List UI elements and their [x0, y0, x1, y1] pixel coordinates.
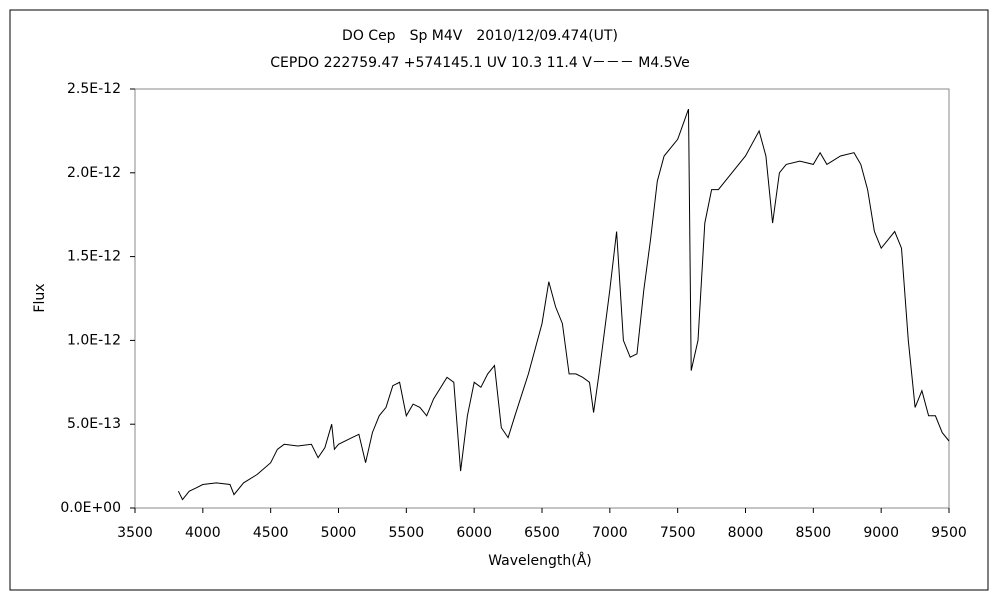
spectrum-line	[177, 108, 950, 501]
x-tick-label: 4500	[253, 525, 289, 541]
x-tick-label: 9000	[863, 525, 899, 541]
y-tick-label: 1.0E-12	[67, 332, 121, 348]
x-tick-label: 3500	[117, 525, 153, 541]
y-tick-label: 5.0E-13	[67, 416, 121, 432]
chart-title: DO Cep Sp M4V 2010/12/09.474(UT)	[342, 28, 618, 44]
x-tick-label: 6500	[524, 525, 560, 541]
plot-area	[134, 88, 950, 509]
x-tick-label: 7000	[592, 525, 628, 541]
y-tick-label: 2.5E-12	[67, 81, 121, 97]
chart-frame	[9, 9, 989, 591]
x-tick-label: 6000	[456, 525, 492, 541]
x-tick-label: 8000	[728, 525, 764, 541]
chart-subtitle: CEPDO 222759.47 +574145.1 UV 10.3 11.4 V…	[270, 55, 689, 71]
x-tick-label: 7500	[660, 525, 696, 541]
x-axis-label: Wavelength(Å)	[488, 552, 592, 569]
x-tick-label: 5000	[321, 525, 357, 541]
x-tick-label: 5500	[389, 525, 425, 541]
y-tick-label: 0.0E+00	[60, 500, 121, 516]
y-tick-label: 2.0E-12	[67, 165, 121, 181]
y-tick-label: 1.5E-12	[67, 249, 121, 265]
y-axis-label: Flux	[32, 283, 48, 312]
x-tick-label: 8500	[796, 525, 832, 541]
x-tick-label: 4000	[185, 525, 221, 541]
x-tick-label: 9500	[931, 525, 967, 541]
